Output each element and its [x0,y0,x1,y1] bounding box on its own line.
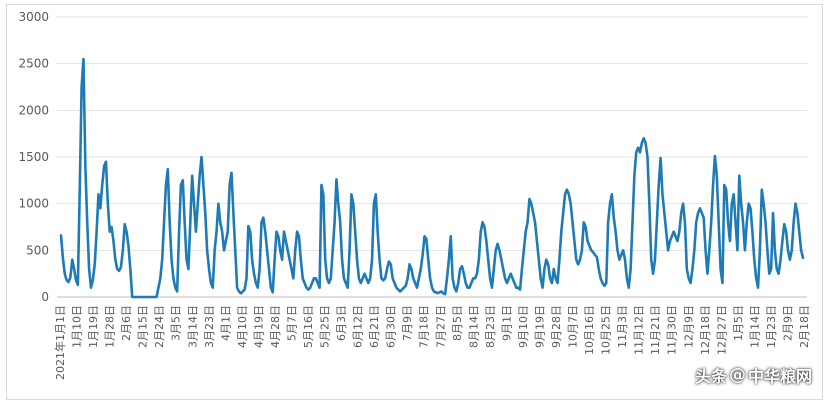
x-tick-label: 8月14日 [467,305,480,348]
x-tick-label: 3月14日 [186,305,199,348]
x-tick-label: 12月18日 [699,305,712,355]
x-tick-label: 4月10日 [236,305,249,348]
x-tick-label: 10月7日 [567,305,580,348]
x-tick-label: 5月16日 [302,305,315,348]
x-tick-label: 6月3日 [335,305,348,341]
x-tick-label: 6月12日 [352,305,365,348]
x-tick-label: 6月30日 [385,305,398,348]
x-tick-label: 11月30日 [666,305,679,355]
x-tick-label: 8月5日 [451,305,464,341]
watermark-prefix: 头条 [694,367,727,386]
x-tick-label: 8月23日 [484,305,497,348]
x-tick-label: 1月28日 [104,305,117,348]
x-tick-label: 7月9日 [401,305,414,341]
y-tick-label: 2000 [18,103,49,117]
x-axis-ticks: 2021年1月1日 1月10日 1月19日 1月28日 2月6日 2月15日 2月24日 3月… [53,305,811,380]
x-tick-label: 4月28日 [269,305,282,348]
x-tick-label: 1月19日 [87,305,100,348]
x-tick-label: 7月18日 [418,305,431,348]
x-tick-label: 2月15日 [137,305,150,348]
watermark: 头条 @ 中华粮网 [695,363,812,387]
x-tick-label: 9月10日 [517,305,530,348]
x-tick-label: 2月9日 [781,305,794,341]
y-tick-label: 3000 [18,10,49,24]
x-tick-label: 9月1日 [500,305,513,341]
x-tick-label: 2月6日 [120,305,133,341]
x-tick-label: 4月1日 [219,305,232,341]
series-line [59,57,805,299]
x-tick-label: 1月14日 [748,305,761,348]
x-tick-label: 2月18日 [798,305,811,348]
x-tick-label: 4月19日 [252,305,265,348]
y-axis-ticks: 0 500 1000 1500 2000 2500 3000 [18,10,49,304]
chart-frame: 0 500 1000 1500 2000 2500 3000 2021年1月1日 1月10日 1… [6,4,823,400]
y-tick-label: 2500 [18,57,49,71]
x-tick-label: 10月25日 [600,305,613,355]
x-tick-label: 6月21日 [368,305,381,348]
x-tick-label: 5月25日 [319,305,332,348]
x-tick-label: 9月19日 [533,305,546,348]
y-tick-label: 1500 [18,150,49,164]
x-tick-label: 11月3日 [616,305,629,348]
x-tick-label: 1月23日 [765,305,778,348]
y-tick-label: 0 [41,290,49,304]
x-tick-label: 3月23日 [203,305,216,348]
x-tick-label: 11月21日 [649,305,662,355]
gridlines [57,16,807,251]
x-tick-label: 3月5日 [170,305,183,341]
x-tick-label: 10月16日 [583,305,596,355]
y-tick-label: 1000 [18,197,49,211]
x-tick-label: 2月24日 [153,305,166,348]
watermark-name: 中华粮网 [747,367,812,386]
x-tick-label: 1月10日 [71,305,84,348]
x-tick-label: 7月27日 [434,305,447,348]
watermark-at-symbol: @ [728,365,746,385]
x-tick-label: 12月27日 [715,305,728,355]
x-tick-label: 12月9日 [682,305,695,348]
x-tick-label: 1月5日 [732,305,745,341]
y-tick-label: 500 [26,243,49,257]
x-tick-label: 9月28日 [550,305,563,348]
x-tick-label: 5月7日 [285,305,298,341]
x-tick-label: 2021年1月1日 [53,305,67,380]
x-tick-label: 11月12日 [633,305,646,355]
